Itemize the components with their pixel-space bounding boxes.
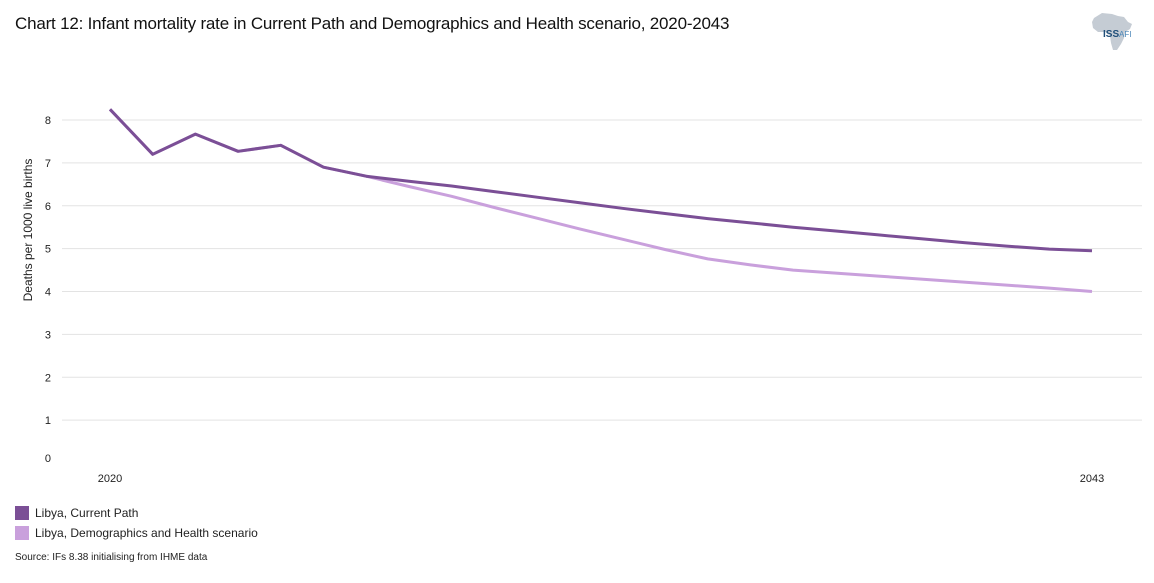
legend-item-current-path: Libya, Current Path — [15, 503, 258, 523]
x-tick-label: 2043 — [1080, 473, 1104, 485]
x-axis-ticks: 2020 2043 — [98, 473, 1104, 485]
y-tick-label: 1 — [45, 415, 51, 427]
y-tick-label: 5 — [45, 244, 51, 256]
logo-iss: ISS — [1103, 29, 1120, 40]
chart-title: Chart 12: Infant mortality rate in Curre… — [15, 14, 730, 33]
legend-swatch-current-path — [15, 506, 29, 520]
y-axis-ticks: 0 1 2 3 4 5 6 7 8 — [45, 115, 51, 465]
y-tick-label: 4 — [45, 287, 51, 299]
legend-swatch-demographics-health — [15, 526, 29, 540]
series-line-demographics-health — [108, 108, 1093, 293]
gridlines — [62, 119, 1142, 421]
legend-label: Libya, Demographics and Health scenario — [35, 526, 258, 540]
legend-item-demographics-health: Libya, Demographics and Health scenario — [15, 523, 258, 543]
y-tick-label: 3 — [45, 329, 51, 341]
x-tick-label: 2020 — [98, 473, 122, 485]
source-note: Source: IFs 8.38 initialising from IHME … — [15, 552, 208, 563]
y-tick-label: 0 — [45, 453, 51, 465]
series-line-current-path — [108, 108, 1093, 253]
y-tick-label: 6 — [45, 201, 51, 213]
y-tick-label: 7 — [45, 158, 51, 170]
africa-map-icon — [1092, 13, 1132, 50]
line-chart: 0 1 2 3 4 5 6 7 8 2020 2043 Deaths per 1000 live … — [21, 108, 1142, 485]
y-tick-label: 2 — [45, 372, 51, 384]
logo-afi: AFI — [1119, 30, 1132, 39]
legend: Libya, Current Path Libya, Demographics … — [15, 503, 258, 543]
y-tick-label: 8 — [45, 115, 51, 127]
series-lines — [108, 108, 1093, 293]
y-axis-label: Deaths per 1000 live births — [21, 159, 35, 302]
legend-label: Libya, Current Path — [35, 506, 139, 520]
